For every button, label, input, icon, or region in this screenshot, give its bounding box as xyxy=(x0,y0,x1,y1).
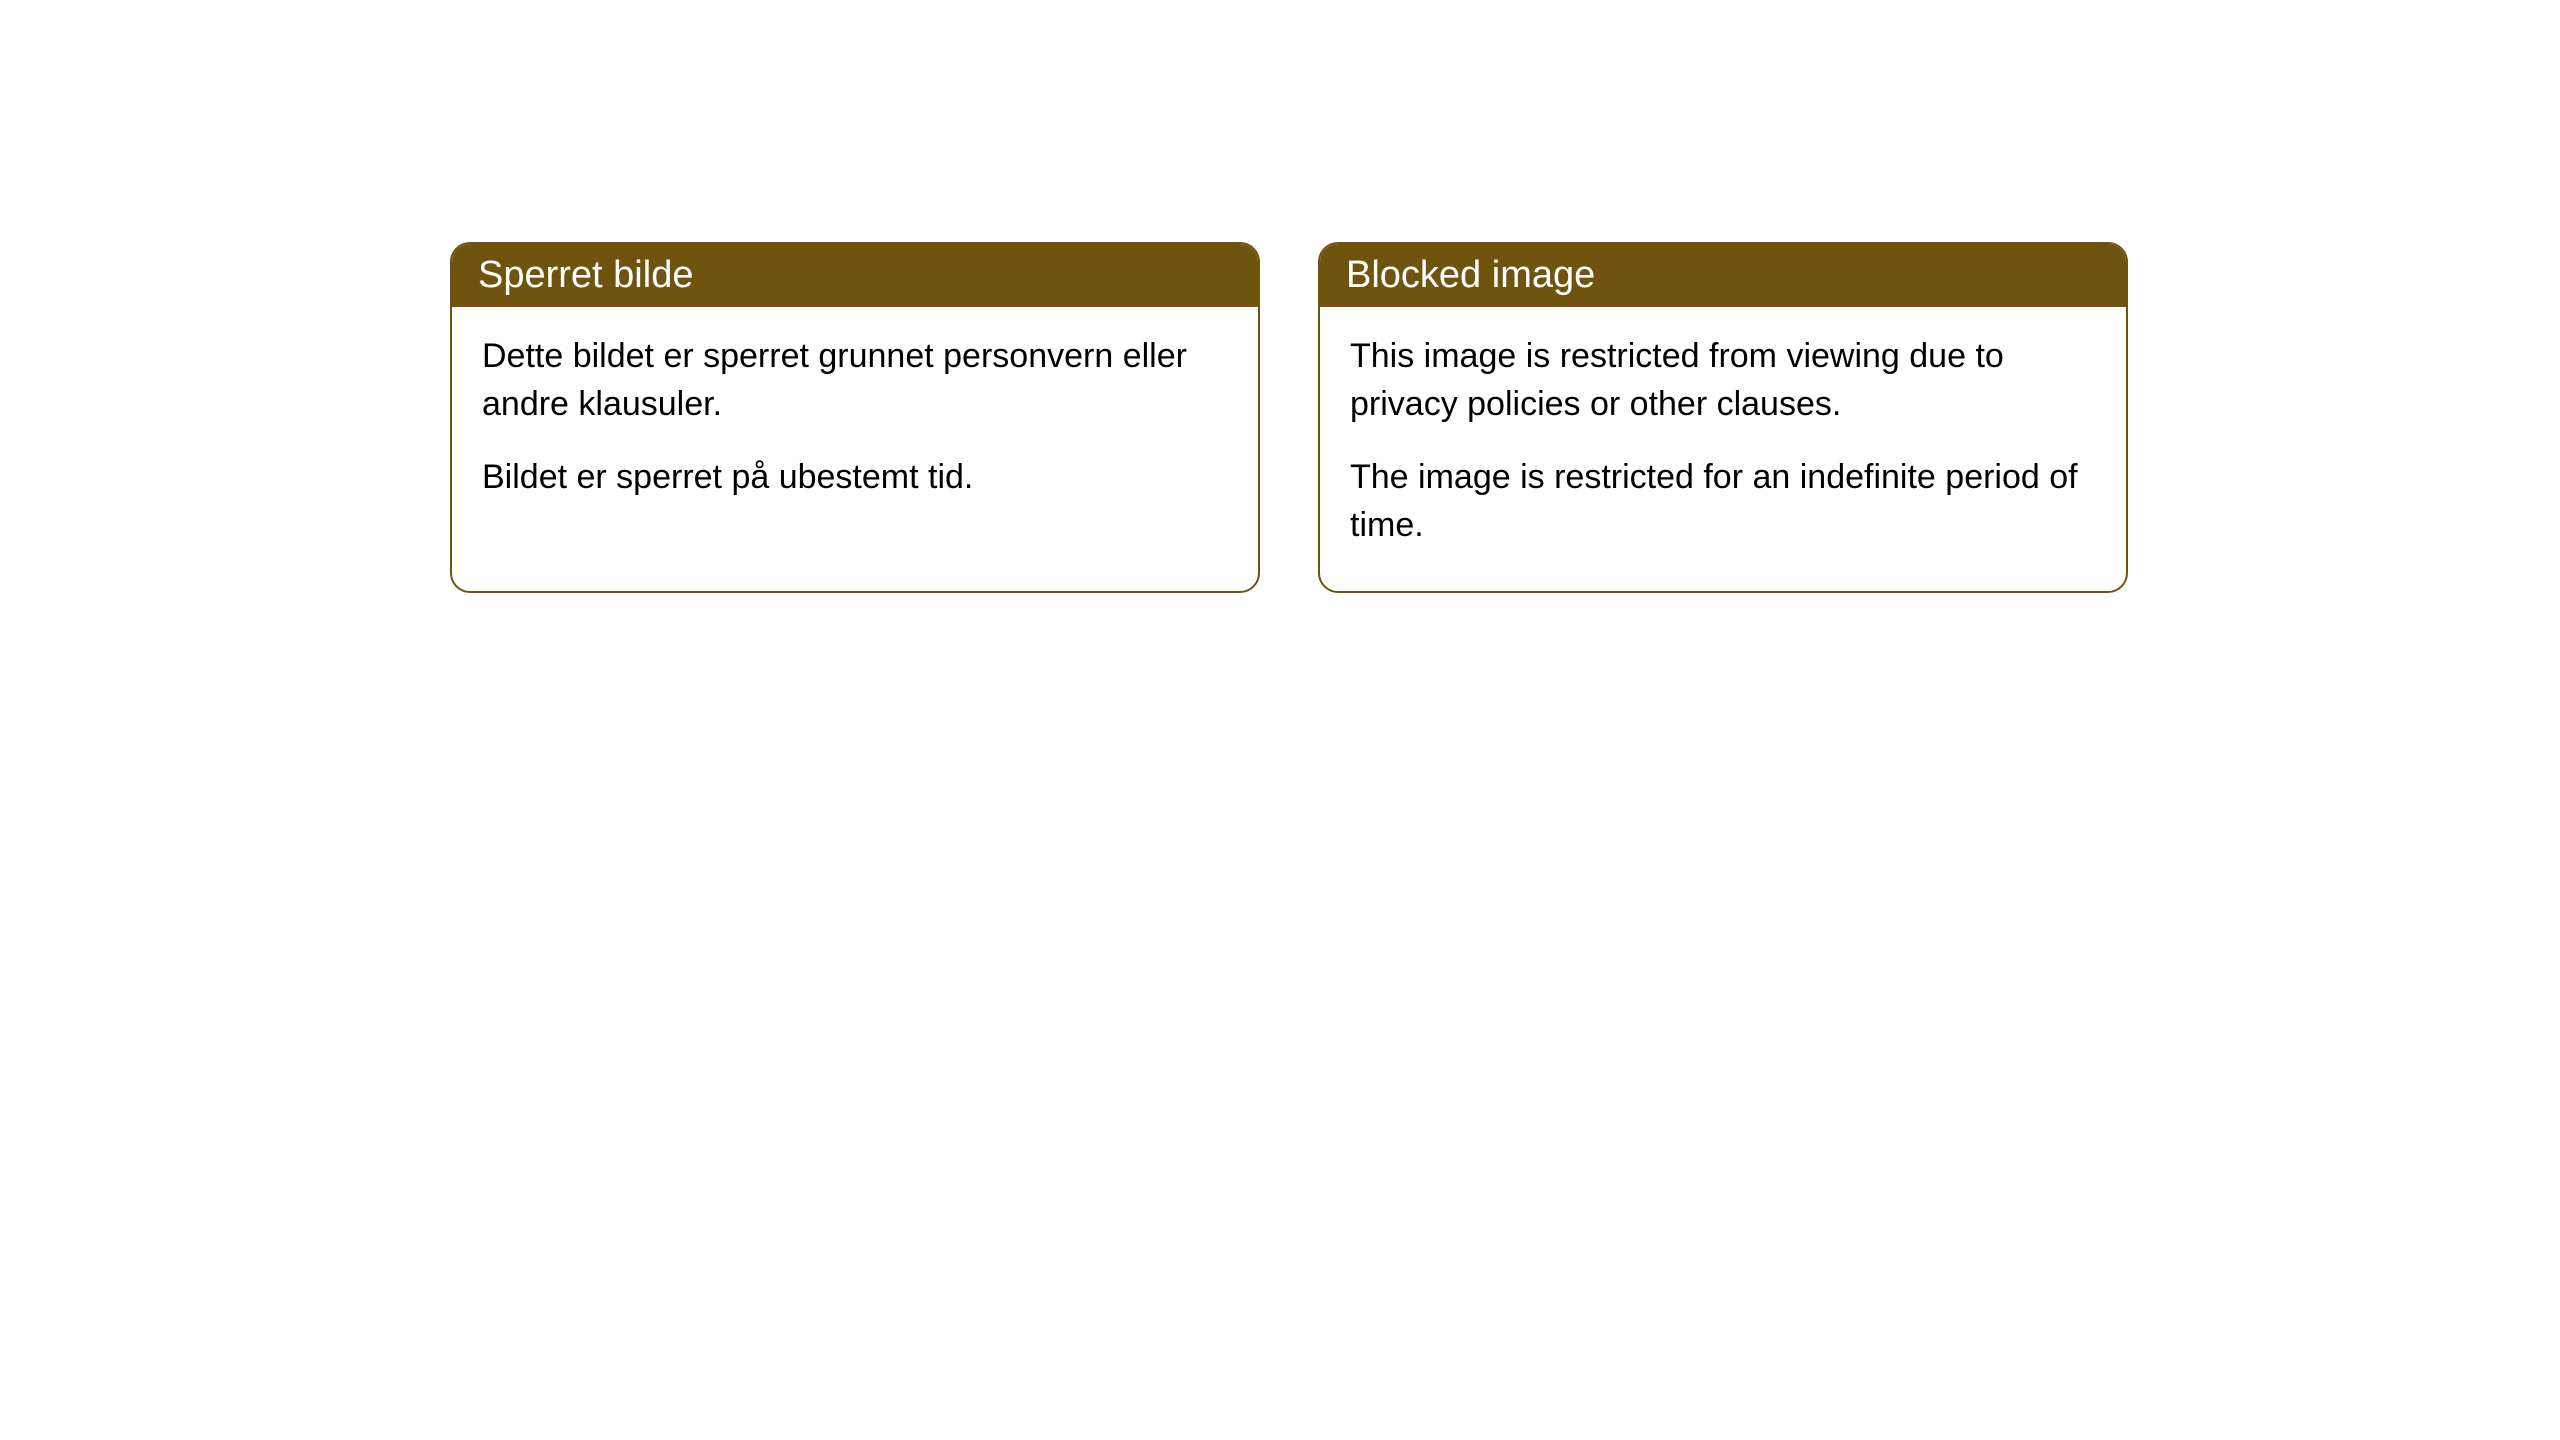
blocked-image-card-english: Blocked image This image is restricted f… xyxy=(1318,242,2128,593)
card-body-norwegian: Dette bildet er sperret grunnet personve… xyxy=(452,307,1258,544)
card-paragraph-2-english: The image is restricted for an indefinit… xyxy=(1350,454,2096,549)
cards-container: Sperret bilde Dette bildet er sperret gr… xyxy=(0,0,2560,593)
card-header-english: Blocked image xyxy=(1320,244,2126,307)
card-paragraph-1-norwegian: Dette bildet er sperret grunnet personve… xyxy=(482,333,1228,428)
blocked-image-card-norwegian: Sperret bilde Dette bildet er sperret gr… xyxy=(450,242,1260,593)
card-paragraph-2-norwegian: Bildet er sperret på ubestemt tid. xyxy=(482,454,1228,502)
card-body-english: This image is restricted from viewing du… xyxy=(1320,307,2126,591)
card-paragraph-1-english: This image is restricted from viewing du… xyxy=(1350,333,2096,428)
card-header-norwegian: Sperret bilde xyxy=(452,244,1258,307)
